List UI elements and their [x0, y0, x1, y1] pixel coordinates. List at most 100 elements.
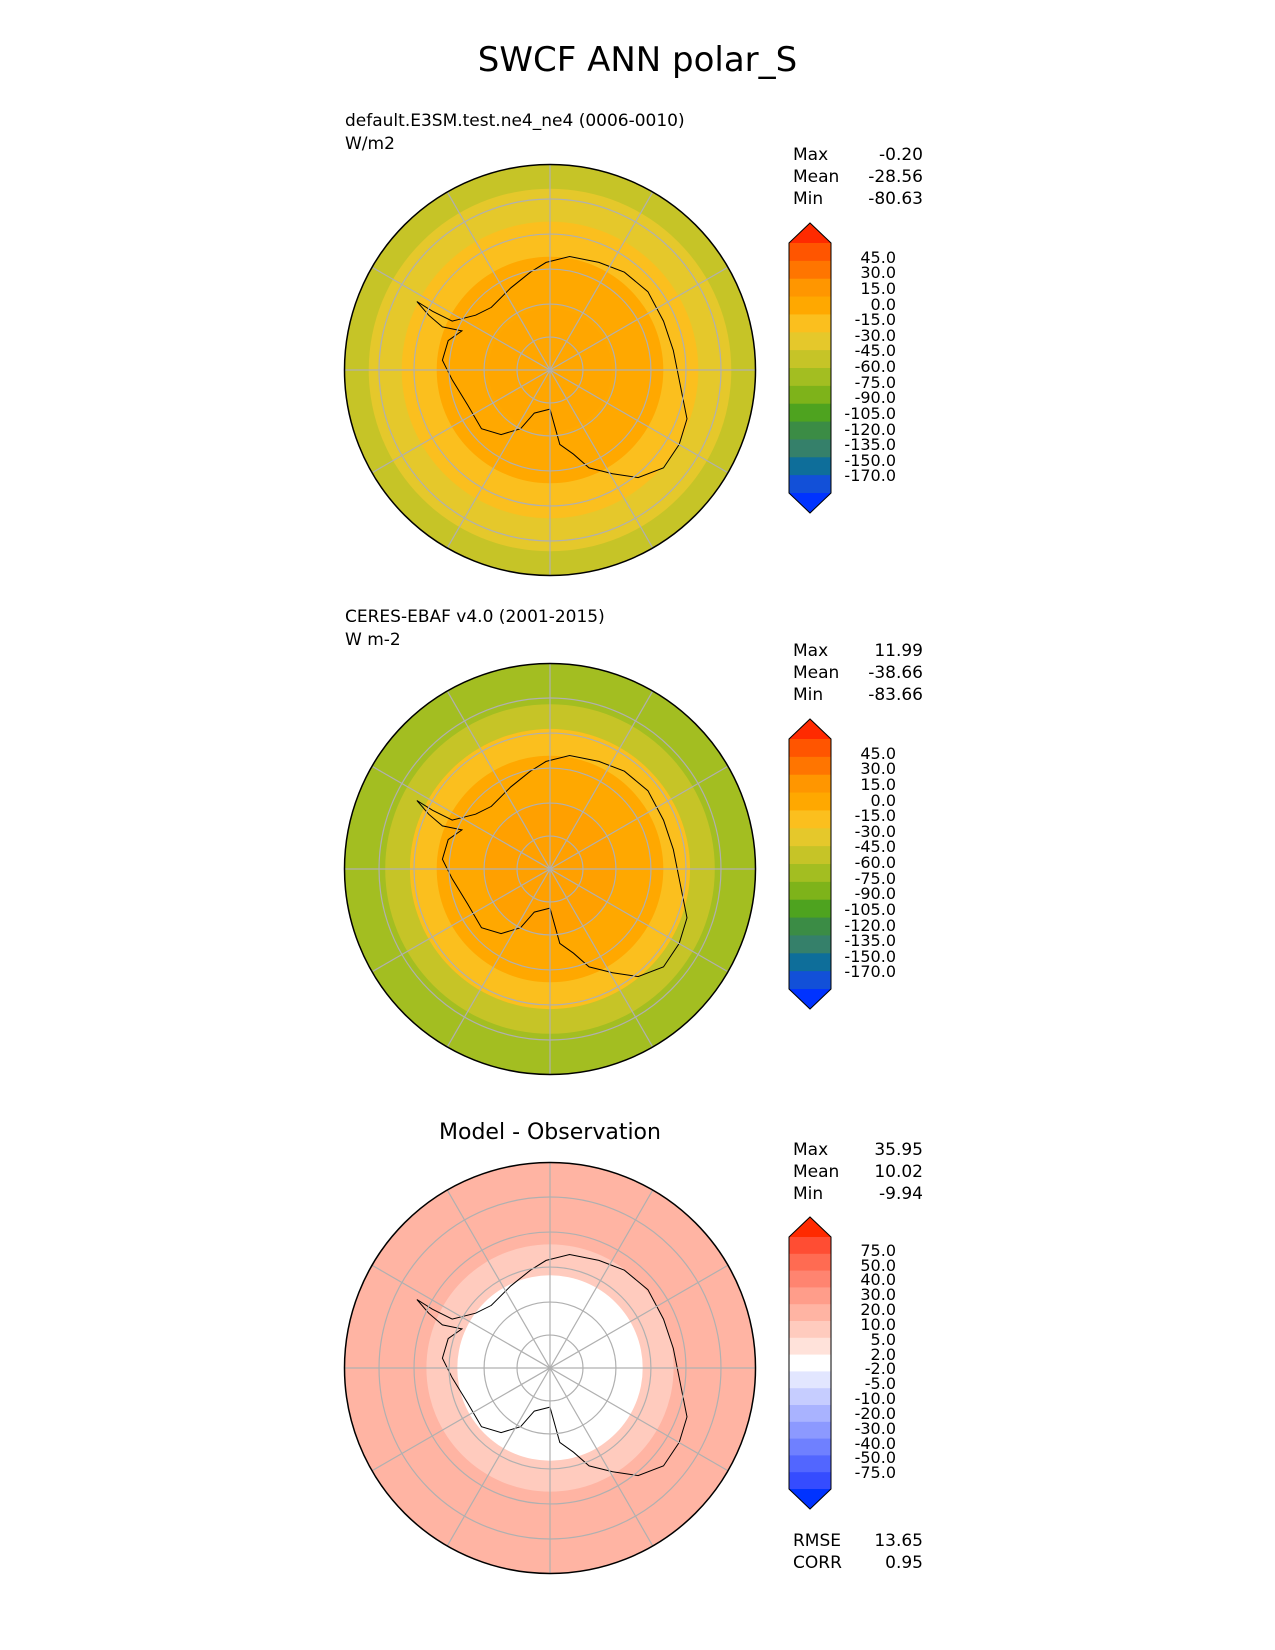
coastline: [416, 255, 688, 479]
colorbar-segment: [789, 403, 831, 423]
stat-value: -80.63: [868, 189, 923, 209]
colorbar-tick-label: 40.0: [860, 1270, 896, 1290]
colorbar-tick-label: -105.0: [844, 899, 896, 919]
colorbar-tick-label: 30.0: [860, 263, 896, 283]
colorbar-tick-label: -50.0: [854, 1448, 896, 1468]
colorbar-tick-label: -75.0: [854, 372, 896, 392]
meridian-gridline: [371, 765, 729, 973]
coastline: [416, 1253, 688, 1477]
colorbar-segment: [789, 935, 831, 954]
colorbar-segment: [789, 846, 831, 865]
colorbar-tick-label: -30.0: [854, 1418, 896, 1438]
map-boundary: [343, 163, 757, 577]
panel-reference-units: W m-2: [345, 630, 401, 650]
colorbar-segment: [789, 1438, 831, 1456]
colorbar-extend-max: [789, 719, 831, 739]
colorbar-reference: 45.0 30.0 15.0 0.0 -15.0 -30.0 -45.0 -60.0 -75.0…: [788, 718, 908, 1010]
panel-test-title: default.E3SM.test.ne4_ne4 (0006-0010): [345, 111, 685, 131]
colorbar-segment: [789, 1253, 831, 1272]
map-boundary: [343, 662, 757, 1076]
colorbar-tick-label: -75.0: [854, 868, 896, 888]
colorbar-tick-label: 30.0: [860, 1285, 896, 1305]
colorbar-tick-label: -40.0: [854, 1433, 896, 1453]
colorbar-segment: [789, 457, 831, 476]
colorbar-tick-label: -60.0: [854, 853, 896, 872]
stat-value: -28.56: [868, 167, 923, 187]
colorbar-segment: [789, 1371, 831, 1389]
colorbar-tick-label: 10.0: [860, 1314, 896, 1334]
colorbar-segment: [789, 368, 831, 387]
colorbar-tick-label: -75.0: [854, 1463, 896, 1483]
colorbar-tick-label: 2.0: [870, 1344, 896, 1364]
meridian-gridline: [371, 266, 729, 474]
colorbar-segment: [789, 332, 831, 351]
colorbar-tick-label: -120.0: [844, 419, 896, 439]
polar-map-test: [343, 163, 757, 577]
colorbar-segment: [789, 421, 831, 440]
colorbar-test: 45.0 30.0 15.0 0.0 -15.0 -30.0 -45.0 -60.0 -75.0…: [788, 222, 908, 514]
metric-label: RMSE: [793, 1531, 842, 1551]
colorbar-segment: [789, 1455, 831, 1473]
colorbar-segment: [789, 1237, 831, 1255]
colorbar-tick-label: 20.0: [860, 1300, 896, 1320]
colorbar-segment: [789, 881, 831, 901]
stat-label: Max: [793, 641, 829, 661]
colorbar-segment: [789, 278, 831, 298]
panel-reference-title: CERES-EBAF v4.0 (2001-2015): [345, 607, 605, 627]
colorbar-svg: [788, 222, 832, 514]
colorbar-segment: [789, 810, 831, 829]
colorbar-segment: [789, 260, 831, 280]
colorbar-tick-label: -105.0: [844, 403, 896, 423]
panel-difference-stats: Max 35.95 Mean 10.02 Min -9.94: [793, 1139, 923, 1205]
colorbar-segment: [789, 739, 831, 758]
colorbar-tick-label: -2.0: [864, 1359, 896, 1379]
colorbar-segment: [789, 475, 831, 494]
colorbar-segment: [789, 792, 831, 811]
stat-value: 10.02: [874, 1162, 923, 1182]
colorbar-tick-label: 5.0: [870, 1329, 896, 1349]
stat-label: Min: [793, 1184, 824, 1204]
stat-label: Mean: [793, 663, 840, 683]
colorbar-tick-label: -170.0: [844, 466, 896, 486]
colorbar-tick-label: 50.0: [860, 1255, 896, 1275]
colorbar-extend-min: [789, 989, 831, 1009]
colorbar-tick-label: -45.0: [854, 837, 896, 857]
colorbar-tick-label: -30.0: [854, 325, 896, 345]
colorbar-tick-label: -150.0: [844, 450, 896, 470]
colorbar-segment: [789, 1321, 831, 1339]
stat-label: Max: [793, 1140, 829, 1160]
colorbar-segment: [789, 439, 831, 458]
panel-test-units: W/m2: [345, 134, 395, 154]
colorbar-tick-label: -20.0: [854, 1403, 896, 1423]
colorbar-tick-label: 0.0: [870, 294, 896, 314]
colorbar-tick-label: -10.0: [854, 1389, 896, 1409]
colorbar-tick-label: 45.0: [860, 247, 896, 267]
colorbar-segment: [789, 1421, 831, 1440]
stat-value: 35.95: [874, 1140, 923, 1160]
colorbar-extend-min: [789, 1489, 831, 1509]
stat-label: Mean: [793, 167, 840, 187]
colorbar-segment: [789, 243, 831, 262]
stat-value: -83.66: [868, 685, 923, 705]
stat-label: Max: [793, 145, 829, 165]
colorbar-segment: [789, 774, 831, 794]
colorbar-segment: [789, 828, 831, 847]
colorbar-svg: [788, 718, 832, 1010]
stat-label: Mean: [793, 1162, 840, 1182]
panel-test-stats: Max -0.20 Mean -28.56 Min -80.63: [793, 144, 923, 210]
colorbar-segment: [789, 917, 831, 936]
polar-map-reference: [343, 662, 757, 1076]
colorbar-segment: [789, 1270, 831, 1288]
meridian-gridline: [371, 1264, 729, 1472]
panel-difference-title: Model - Observation: [439, 1120, 661, 1145]
colorbar-segment: [789, 385, 831, 405]
coastline: [416, 754, 688, 978]
colorbar-segment: [789, 953, 831, 972]
stat-value: -9.94: [879, 1184, 923, 1204]
stat-label: Min: [793, 685, 824, 705]
colorbar-tick-label: 75.0: [860, 1240, 896, 1260]
colorbar-tick-label: -170.0: [844, 962, 896, 982]
colorbar-tick-label: -60.0: [854, 357, 896, 376]
colorbar-tick-label: -30.0: [854, 821, 896, 841]
metric-value: 0.95: [885, 1553, 923, 1573]
